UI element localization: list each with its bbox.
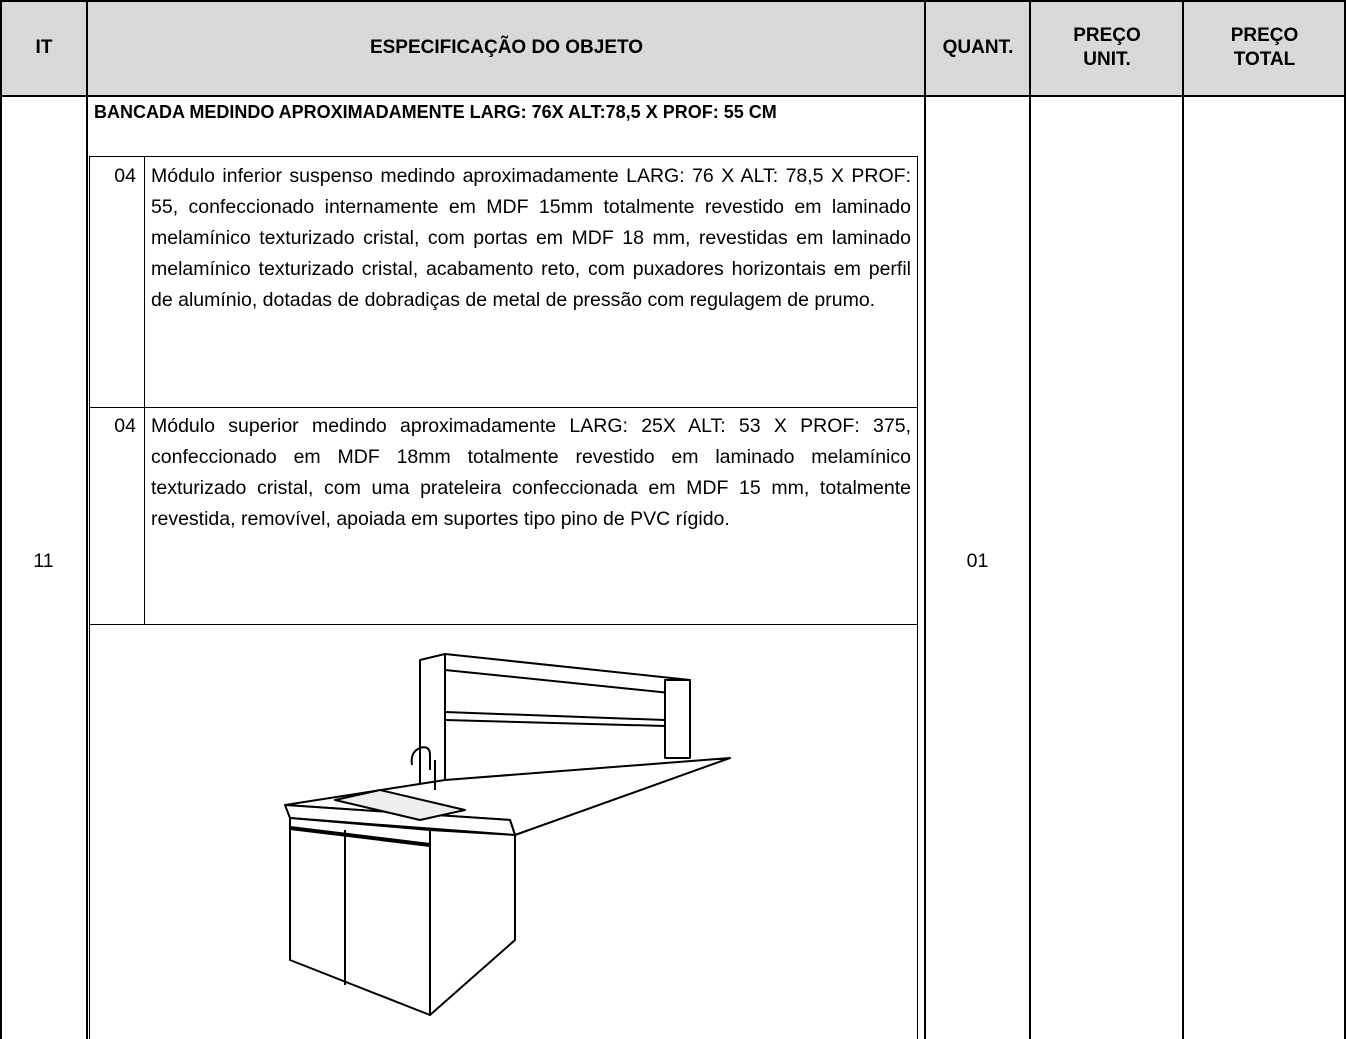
border xyxy=(144,156,145,625)
border xyxy=(0,0,2,1039)
border xyxy=(924,0,926,1039)
item-number: 11 xyxy=(33,550,54,572)
border xyxy=(86,0,88,1039)
border xyxy=(1182,0,1184,1039)
header-cell: IT xyxy=(1,0,87,96)
border xyxy=(90,407,918,408)
header-cell: ESPECIFICAÇÃO DO OBJETO xyxy=(88,0,925,96)
quantity: 01 xyxy=(966,550,989,572)
border xyxy=(90,624,918,625)
header-cell: QUANT. xyxy=(926,0,1030,96)
border xyxy=(90,156,918,157)
border xyxy=(0,0,1346,2)
header-cell: PREÇO UNIT. xyxy=(1031,0,1183,96)
sub-text: Módulo inferior suspenso medindo aproxim… xyxy=(151,165,911,311)
border xyxy=(1344,0,1346,1039)
spec-title: BANCADA MEDINDO APROXIMADAMENTE LARG: 76… xyxy=(94,102,777,122)
sub-qty: 04 xyxy=(114,165,136,187)
header-cell: PREÇO TOTAL xyxy=(1184,0,1345,96)
bench-drawing xyxy=(284,653,731,1016)
border xyxy=(89,156,90,1039)
sub-text: Módulo superior medindo aproximadamente … xyxy=(151,415,911,530)
border xyxy=(917,156,918,1039)
border xyxy=(0,95,1346,97)
border xyxy=(1029,0,1031,1039)
sub-qty: 04 xyxy=(114,415,136,437)
